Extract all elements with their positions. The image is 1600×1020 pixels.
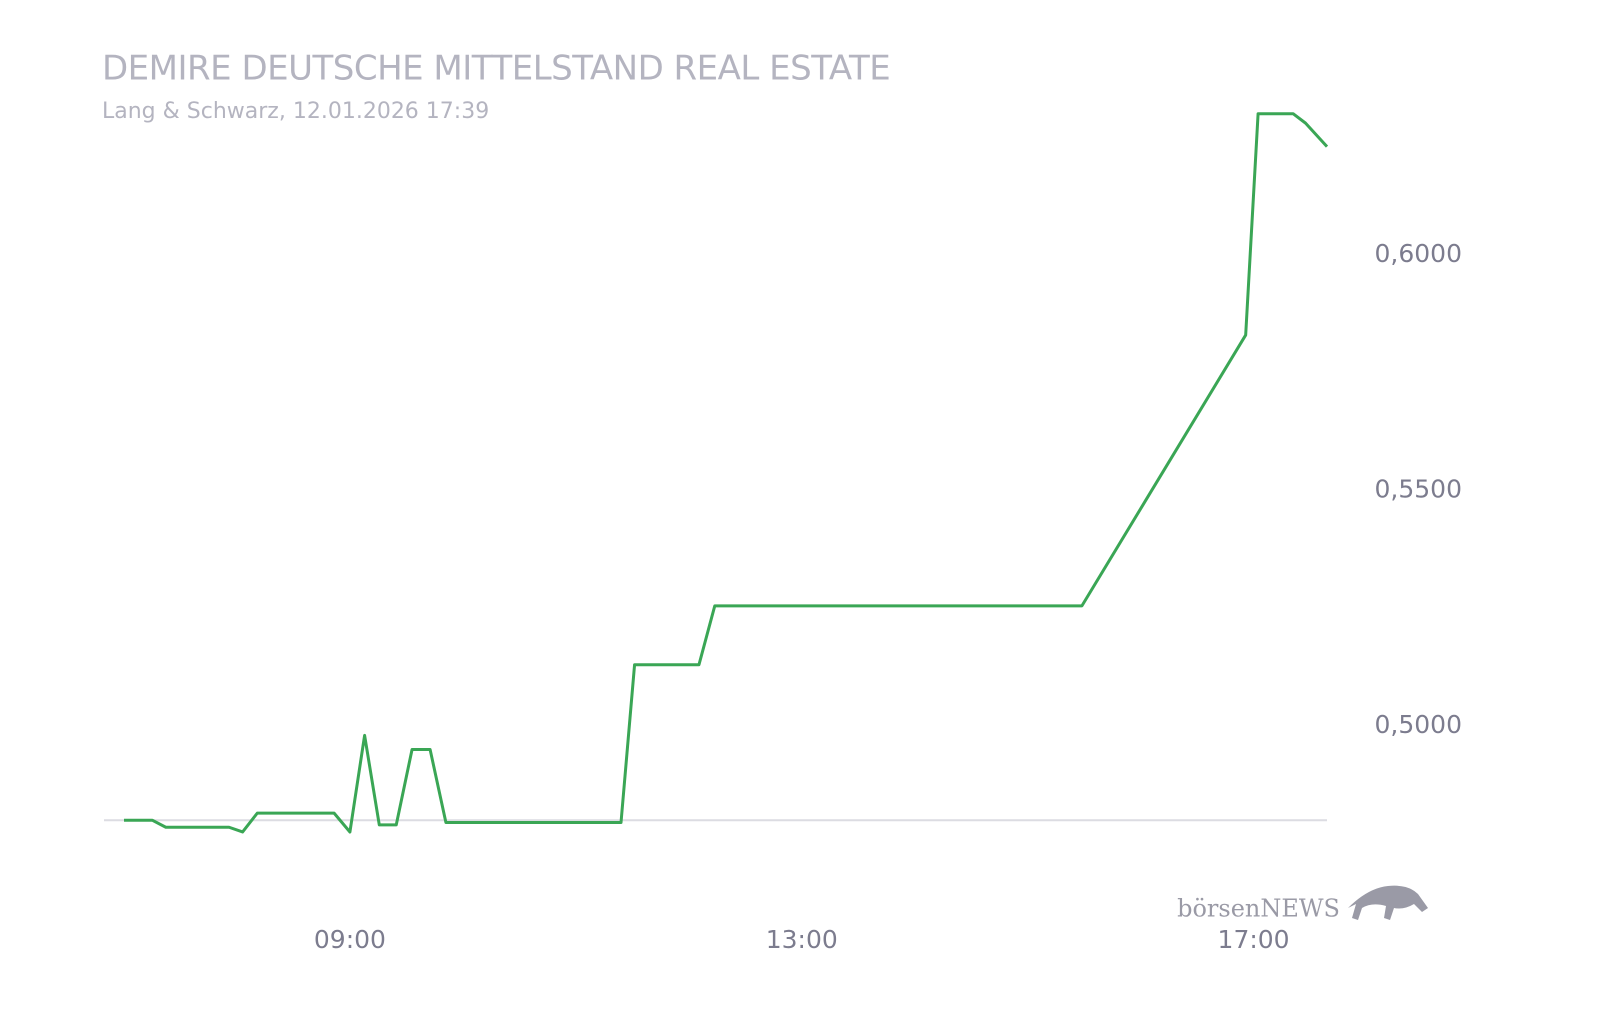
y-tick-label: 0,5500 xyxy=(1375,475,1462,504)
y-tick-label: 0,6000 xyxy=(1375,239,1462,268)
x-tick-label: 09:00 xyxy=(314,925,386,954)
y-tick-label: 0,5000 xyxy=(1375,710,1462,739)
x-tick-label: 17:00 xyxy=(1218,925,1290,954)
x-tick-label: 13:00 xyxy=(766,925,838,954)
chart-subtitle: Lang & Schwarz, 12.01.2026 17:39 xyxy=(102,99,489,124)
watermark-bull xyxy=(1348,885,1428,920)
watermark: börsenNEWS xyxy=(1177,895,1340,923)
price-line xyxy=(124,112,1329,834)
chart-title: DEMIRE DEUTSCHE MITTELSTAND REAL ESTATE xyxy=(102,49,890,89)
